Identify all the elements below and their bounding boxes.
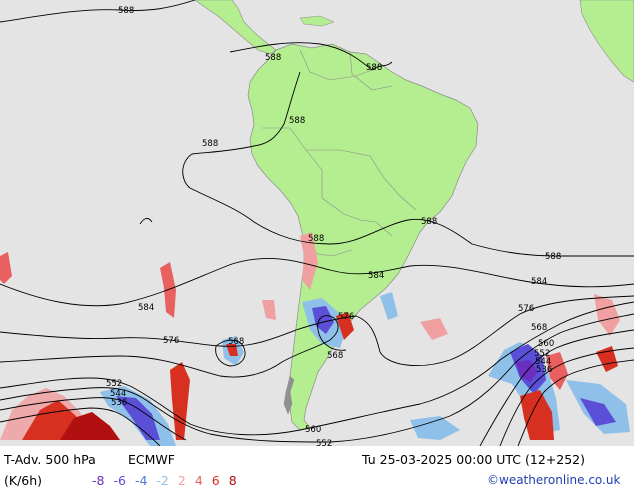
contour-label: 576 (163, 336, 179, 346)
contour-label: 588 (202, 139, 218, 149)
contour-label: 536 (536, 365, 552, 375)
contour-label: 552 (316, 439, 332, 446)
contour-label: 588 (118, 6, 134, 16)
advection-shading (0, 232, 630, 446)
contour-label: 568 (228, 337, 244, 347)
scale-value: 2 (177, 473, 186, 488)
contour-label: 584 (368, 271, 384, 281)
contour-label: 560 (305, 425, 321, 435)
credit-link[interactable]: ©weatheronline.co.uk (487, 473, 621, 487)
model-name: ECMWF (128, 452, 175, 467)
caribbean-island (299, 15, 335, 27)
scale-value: 4 (194, 473, 203, 488)
contour-label: 588 (366, 63, 382, 73)
map-svg: 588 588 588 588 588 588 588 588 584 584 … (0, 0, 634, 449)
map-panel: 588 588 588 588 588 588 588 588 584 584 … (0, 0, 634, 449)
contour-label: 588 (308, 234, 324, 244)
scale-value: 6 (211, 473, 220, 488)
scale-value: 8 (228, 473, 237, 488)
contour-label: 568 (531, 323, 547, 333)
contour-label: 544 (110, 389, 126, 399)
contour-label: 544 (535, 357, 551, 367)
africa-landmass (579, 0, 634, 83)
contour-labels: 588 588 588 588 588 588 588 588 584 584 … (106, 6, 561, 449)
scale-value: -6 (113, 473, 126, 488)
contour-label: 584 (138, 303, 154, 313)
contour-label: 588 (265, 53, 281, 63)
country-borders (262, 49, 417, 257)
contour-label: 584 (531, 277, 547, 287)
contour-label: 588 (289, 116, 305, 126)
scale-value: -4 (134, 473, 148, 488)
contour-label: 576 (518, 304, 534, 314)
height-contours (0, 0, 634, 447)
map-title: T-Adv. 500 hPa (4, 452, 96, 467)
contour-label: 536 (111, 398, 127, 408)
scale-value: -8 (92, 473, 105, 488)
contour-label: 588 (421, 217, 437, 227)
unit-label: (K/6h) (4, 473, 43, 488)
color-scale: -8 -6 -4 -2 2 4 6 8 (92, 473, 246, 488)
contour-label: 552 (534, 349, 550, 359)
contour-label: 552 (106, 379, 122, 389)
contour-label: 560 (538, 339, 554, 349)
scale-value: -2 (156, 473, 169, 488)
contour-label: 588 (545, 252, 561, 262)
contour-label: 568 (327, 351, 343, 361)
legend-bar: T-Adv. 500 hPa ECMWF Tu 25-03-2025 00:00… (0, 446, 634, 490)
southern-chile-coast (283, 375, 295, 415)
valid-datetime: Tu 25-03-2025 00:00 UTC (12+252) (362, 452, 585, 467)
contour-label: 576 (338, 312, 354, 322)
central-america-landmass (194, 0, 277, 55)
